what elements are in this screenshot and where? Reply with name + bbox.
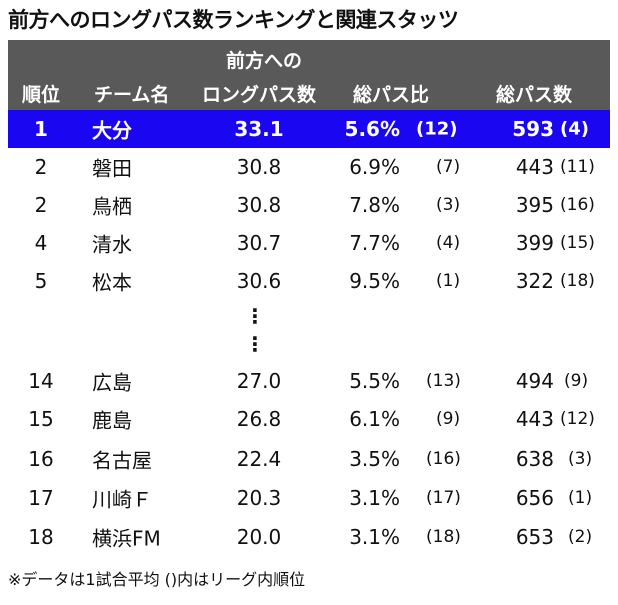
ellipsis-dots: ⋮ xyxy=(245,304,265,328)
cell-long-pass: 26.8 xyxy=(236,407,282,431)
cell-total-rank: (9) xyxy=(564,371,589,391)
table-header: 順位 チーム名 前方への ロングパス数 総パス比 総パス数 xyxy=(8,40,610,110)
cell-long-pass: 30.8 xyxy=(236,155,282,179)
cell-total-rank: (1) xyxy=(568,488,593,508)
cell-ratio-rank: (13) xyxy=(426,371,461,391)
cell-team: 磐田 xyxy=(92,156,132,181)
cell-long-pass: 30.7 xyxy=(236,231,282,255)
table-row: 4 清水 30.7 7.7% (4) 399 (15) xyxy=(8,224,610,262)
cell-total-rank: (18) xyxy=(560,271,595,291)
cell-rank: 14 xyxy=(28,369,54,393)
cell-total: 653 xyxy=(515,525,554,549)
cell-total: 656 xyxy=(515,486,554,510)
header-ratio: 総パス比 xyxy=(353,84,430,106)
cell-ratio: 6.9% xyxy=(349,155,400,179)
cell-ratio: 6.1% xyxy=(349,407,400,431)
cell-rank: 16 xyxy=(28,447,54,471)
cell-long-pass: 22.4 xyxy=(236,447,282,471)
table-row: 18 横浜FM 20.0 3.1% (18) 653 (2) xyxy=(8,518,610,556)
cell-long-pass: 30.6 xyxy=(236,269,282,293)
cell-rank: 18 xyxy=(28,525,54,549)
cell-ratio: 7.8% xyxy=(349,193,400,217)
cell-ratio: 3.1% xyxy=(349,486,400,510)
cell-ratio: 9.5% xyxy=(349,269,400,293)
cell-rank: 15 xyxy=(28,407,54,431)
cell-total-rank: (12) xyxy=(560,409,595,429)
cell-rank: 17 xyxy=(28,486,54,510)
table-row: 14 広島 27.0 5.5% (13) 494 (9) xyxy=(8,362,610,400)
cell-total: 593 xyxy=(512,117,554,141)
cell-total: 395 xyxy=(515,193,554,217)
cell-ratio-rank: (4) xyxy=(436,233,461,253)
table-row: 15 鹿島 26.8 6.1% (9) 443 (12) xyxy=(8,400,610,438)
cell-ratio-rank: (1) xyxy=(436,271,461,291)
table-row: 2 磐田 30.8 6.9% (7) 443 (11) xyxy=(8,148,610,186)
cell-rank: 2 xyxy=(34,193,48,217)
cell-team: 川崎Ｆ xyxy=(92,487,152,512)
cell-ratio: 5.5% xyxy=(349,369,400,393)
cell-total-rank: (11) xyxy=(560,157,595,177)
cell-long-pass: 33.1 xyxy=(234,117,284,141)
cell-rank: 5 xyxy=(34,269,48,293)
cell-ratio: 5.6% xyxy=(344,117,400,141)
cell-total: 494 xyxy=(515,369,554,393)
cell-total: 443 xyxy=(515,407,554,431)
cell-ratio: 3.5% xyxy=(349,447,400,471)
cell-long-pass: 30.8 xyxy=(236,193,282,217)
ellipsis-dots: ⋮ xyxy=(245,332,265,356)
cell-team: 広島 xyxy=(92,370,132,395)
cell-total-rank: (15) xyxy=(560,233,595,253)
cell-ratio-rank: (18) xyxy=(426,527,461,547)
cell-long-pass: 20.3 xyxy=(236,486,282,510)
cell-ratio-rank: (7) xyxy=(436,157,461,177)
cell-total-rank: (2) xyxy=(568,527,593,547)
cell-team: 松本 xyxy=(92,270,132,295)
header-total: 総パス数 xyxy=(496,84,573,106)
cell-total: 322 xyxy=(515,269,554,293)
cell-team: 鳥栖 xyxy=(92,194,132,219)
cell-team: 名古屋 xyxy=(92,448,152,473)
cell-rank: 4 xyxy=(34,231,48,255)
cell-team: 清水 xyxy=(92,232,132,257)
cell-ratio: 7.7% xyxy=(349,231,400,255)
cell-ratio: 3.1% xyxy=(349,525,400,549)
cell-rank: 1 xyxy=(34,117,48,141)
cell-ratio-rank: (3) xyxy=(436,195,461,215)
cell-long-pass: 27.0 xyxy=(236,369,282,393)
cell-ratio-rank: (16) xyxy=(426,449,461,469)
cell-long-pass: 20.0 xyxy=(236,525,282,549)
cell-total: 443 xyxy=(515,155,554,179)
header-long-line2: ロングパス数 xyxy=(202,84,317,106)
table-row: 1 大分 33.1 5.6% (12) 593 (4) xyxy=(8,110,610,148)
header-team: チーム名 xyxy=(94,84,170,106)
table-title: 前方へのロングパス数ランキングと関連スタッツ xyxy=(8,8,459,32)
cell-team: 横浜FM xyxy=(92,526,161,551)
cell-team: 鹿島 xyxy=(92,408,132,433)
cell-total-rank: (3) xyxy=(568,449,593,469)
header-long-line1: 前方への xyxy=(225,50,302,72)
cell-rank: 2 xyxy=(34,155,48,179)
cell-total: 399 xyxy=(515,231,554,255)
header-rank: 順位 xyxy=(22,84,61,106)
cell-team: 大分 xyxy=(92,118,132,143)
cell-ratio-rank: (12) xyxy=(416,118,458,140)
table-row: 16 名古屋 22.4 3.5% (16) 638 (3) xyxy=(8,440,610,478)
cell-total-rank: (16) xyxy=(560,195,595,215)
cell-total: 638 xyxy=(515,447,554,471)
table-row: 5 松本 30.6 9.5% (1) 322 (18) xyxy=(8,262,610,300)
cell-ratio-rank: (17) xyxy=(426,488,461,508)
cell-ratio-rank: (9) xyxy=(436,409,461,429)
table-row: 2 鳥栖 30.8 7.8% (3) 395 (16) xyxy=(8,186,610,224)
footnote: ※データは1試合平均 ()内はリーグ内順位 xyxy=(8,570,306,589)
table-row: 17 川崎Ｆ 20.3 3.1% (17) 656 (1) xyxy=(8,479,610,517)
cell-total-rank: (4) xyxy=(560,118,589,140)
